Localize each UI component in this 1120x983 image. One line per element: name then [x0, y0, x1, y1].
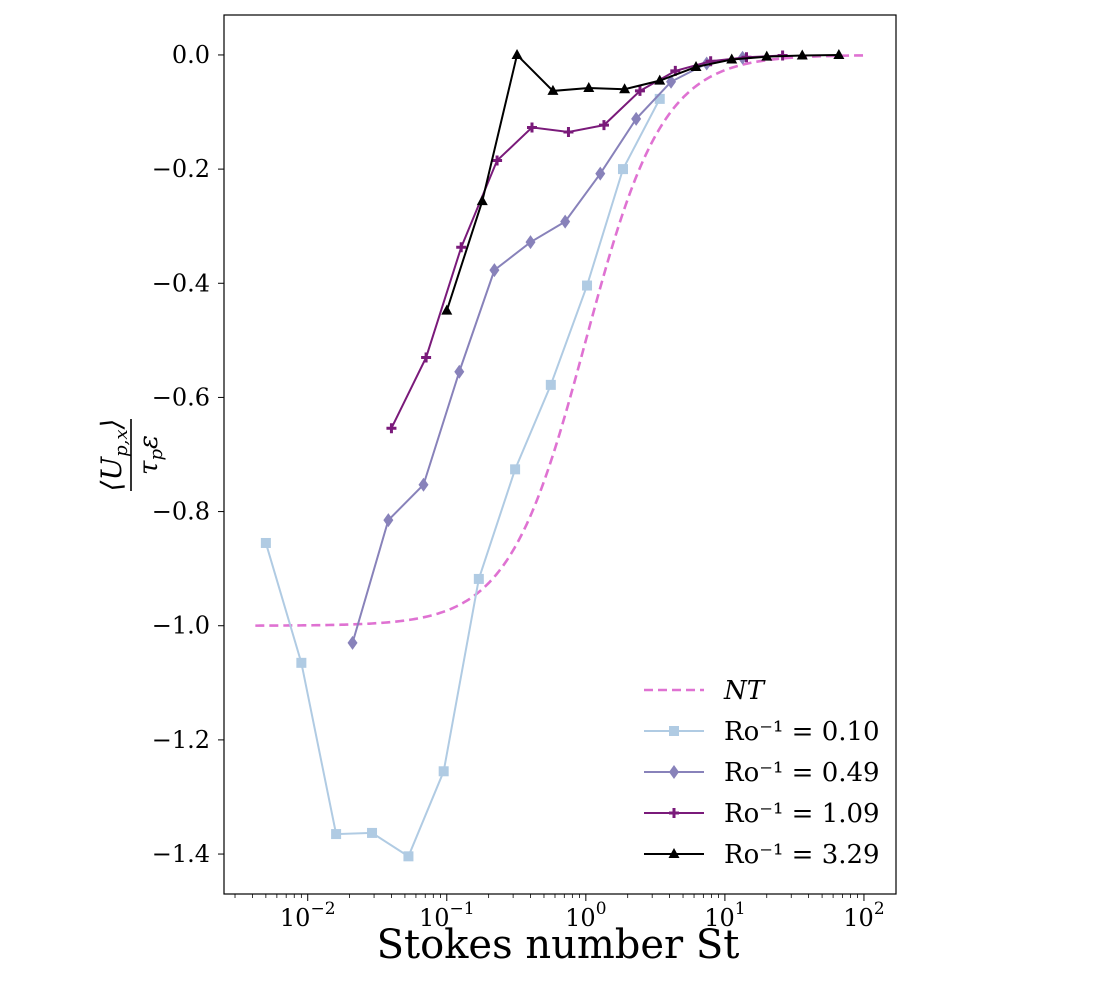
- data-point: [619, 83, 631, 94]
- x-axis-title: Stokes number St: [377, 922, 740, 968]
- y-tick-label: −0.8: [152, 498, 210, 526]
- data-point: [617, 164, 628, 175]
- data-point: [634, 85, 645, 96]
- data-point: [454, 364, 465, 379]
- y-tick-label: −0.6: [152, 383, 210, 411]
- data-point: [296, 657, 307, 668]
- series-4: [441, 48, 845, 315]
- data-layer: [255, 48, 864, 862]
- y-tick-label: 0.0: [172, 41, 210, 69]
- legend-marker: [669, 808, 679, 818]
- data-point: [654, 74, 666, 85]
- data-point: [260, 537, 271, 548]
- data-point: [492, 155, 503, 166]
- data-point: [654, 93, 665, 104]
- series-line: [445, 52, 839, 311]
- data-point: [690, 60, 702, 71]
- data-point: [456, 242, 467, 253]
- data-point: [421, 352, 432, 363]
- data-point: [583, 82, 595, 93]
- data-point: [563, 127, 574, 138]
- legend-item: NT: [644, 676, 766, 706]
- x-tick-label: 10−1: [419, 899, 475, 932]
- data-point: [347, 635, 358, 650]
- data-point: [403, 851, 414, 862]
- data-point: [438, 766, 449, 777]
- data-point: [367, 827, 378, 838]
- data-point: [545, 379, 556, 390]
- data-point: [418, 477, 429, 492]
- data-point: [525, 235, 536, 250]
- data-point: [331, 829, 342, 840]
- y-tick-label: −1.0: [152, 612, 210, 640]
- data-point: [547, 84, 559, 95]
- series-2: [347, 50, 748, 650]
- data-point: [386, 423, 397, 434]
- data-point: [726, 53, 738, 64]
- legend-label: Ro⁻¹ = 0.49: [724, 758, 880, 788]
- data-point: [510, 464, 521, 475]
- legend-label: Ro⁻¹ = 1.09: [724, 799, 880, 829]
- legend-item: Ro⁻¹ = 0.49: [644, 758, 880, 788]
- y-axis-title: ⟨Up,x⟩ τpε: [95, 419, 167, 492]
- legend-label: NT: [723, 676, 766, 706]
- series-0: [255, 54, 864, 627]
- data-point: [582, 280, 593, 291]
- x-axis: 10−2 10−1 100 101 102: [234, 894, 885, 932]
- data-point: [526, 122, 537, 133]
- y-tick-label: −0.2: [152, 155, 210, 183]
- legend-item: Ro⁻¹ = 1.09: [644, 799, 880, 829]
- series-line: [351, 56, 743, 644]
- y-tick-label: −1.4: [152, 840, 210, 868]
- data-point: [796, 49, 808, 60]
- data-point: [560, 214, 571, 229]
- data-point: [441, 304, 453, 315]
- y-axis: 0.0 −0.2 −0.4 −0.6 −0.8 −1.0 −1.2 −1.4: [152, 41, 224, 868]
- data-point: [383, 513, 394, 528]
- legend-item: Ro⁻¹ = 0.10: [644, 717, 880, 747]
- nt-curve-line: [255, 54, 864, 627]
- data-point: [595, 166, 606, 181]
- series-3: [386, 50, 788, 434]
- x-tick-label: 100: [565, 899, 606, 932]
- legend-label: Ro⁻¹ = 3.29: [724, 840, 880, 870]
- data-point: [833, 48, 845, 59]
- y-tick-label: −0.4: [152, 269, 210, 297]
- series-line: [390, 54, 783, 429]
- data-point: [631, 111, 642, 126]
- data-point: [489, 263, 500, 278]
- plot-frame: [223, 14, 897, 895]
- x-tick-label: 102: [843, 899, 884, 932]
- data-point: [761, 50, 773, 61]
- svg-text:τpε: τpε: [134, 435, 167, 475]
- data-point: [511, 48, 523, 59]
- x-tick-label: 10−2: [280, 899, 336, 932]
- x-tick-label: 101: [704, 899, 745, 932]
- legend-label: Ro⁻¹ = 0.10: [724, 717, 880, 747]
- legend-marker: [669, 765, 679, 779]
- series-1: [260, 93, 665, 862]
- data-point: [473, 573, 484, 584]
- legend-marker: [668, 848, 680, 858]
- legend-item: Ro⁻¹ = 3.29: [644, 840, 880, 870]
- data-point: [598, 120, 609, 131]
- legend-marker: [669, 726, 679, 736]
- y-tick-label: −1.2: [152, 726, 210, 754]
- data-point: [476, 195, 488, 206]
- series-line: [264, 98, 661, 858]
- svg-text:⟨Up,x⟩: ⟨Up,x⟩: [95, 419, 132, 492]
- legend: NT Ro⁻¹ = 0.10 Ro⁻¹ = 0.49 Ro⁻¹ = 1.09 Ro⁻¹ …: [644, 676, 880, 870]
